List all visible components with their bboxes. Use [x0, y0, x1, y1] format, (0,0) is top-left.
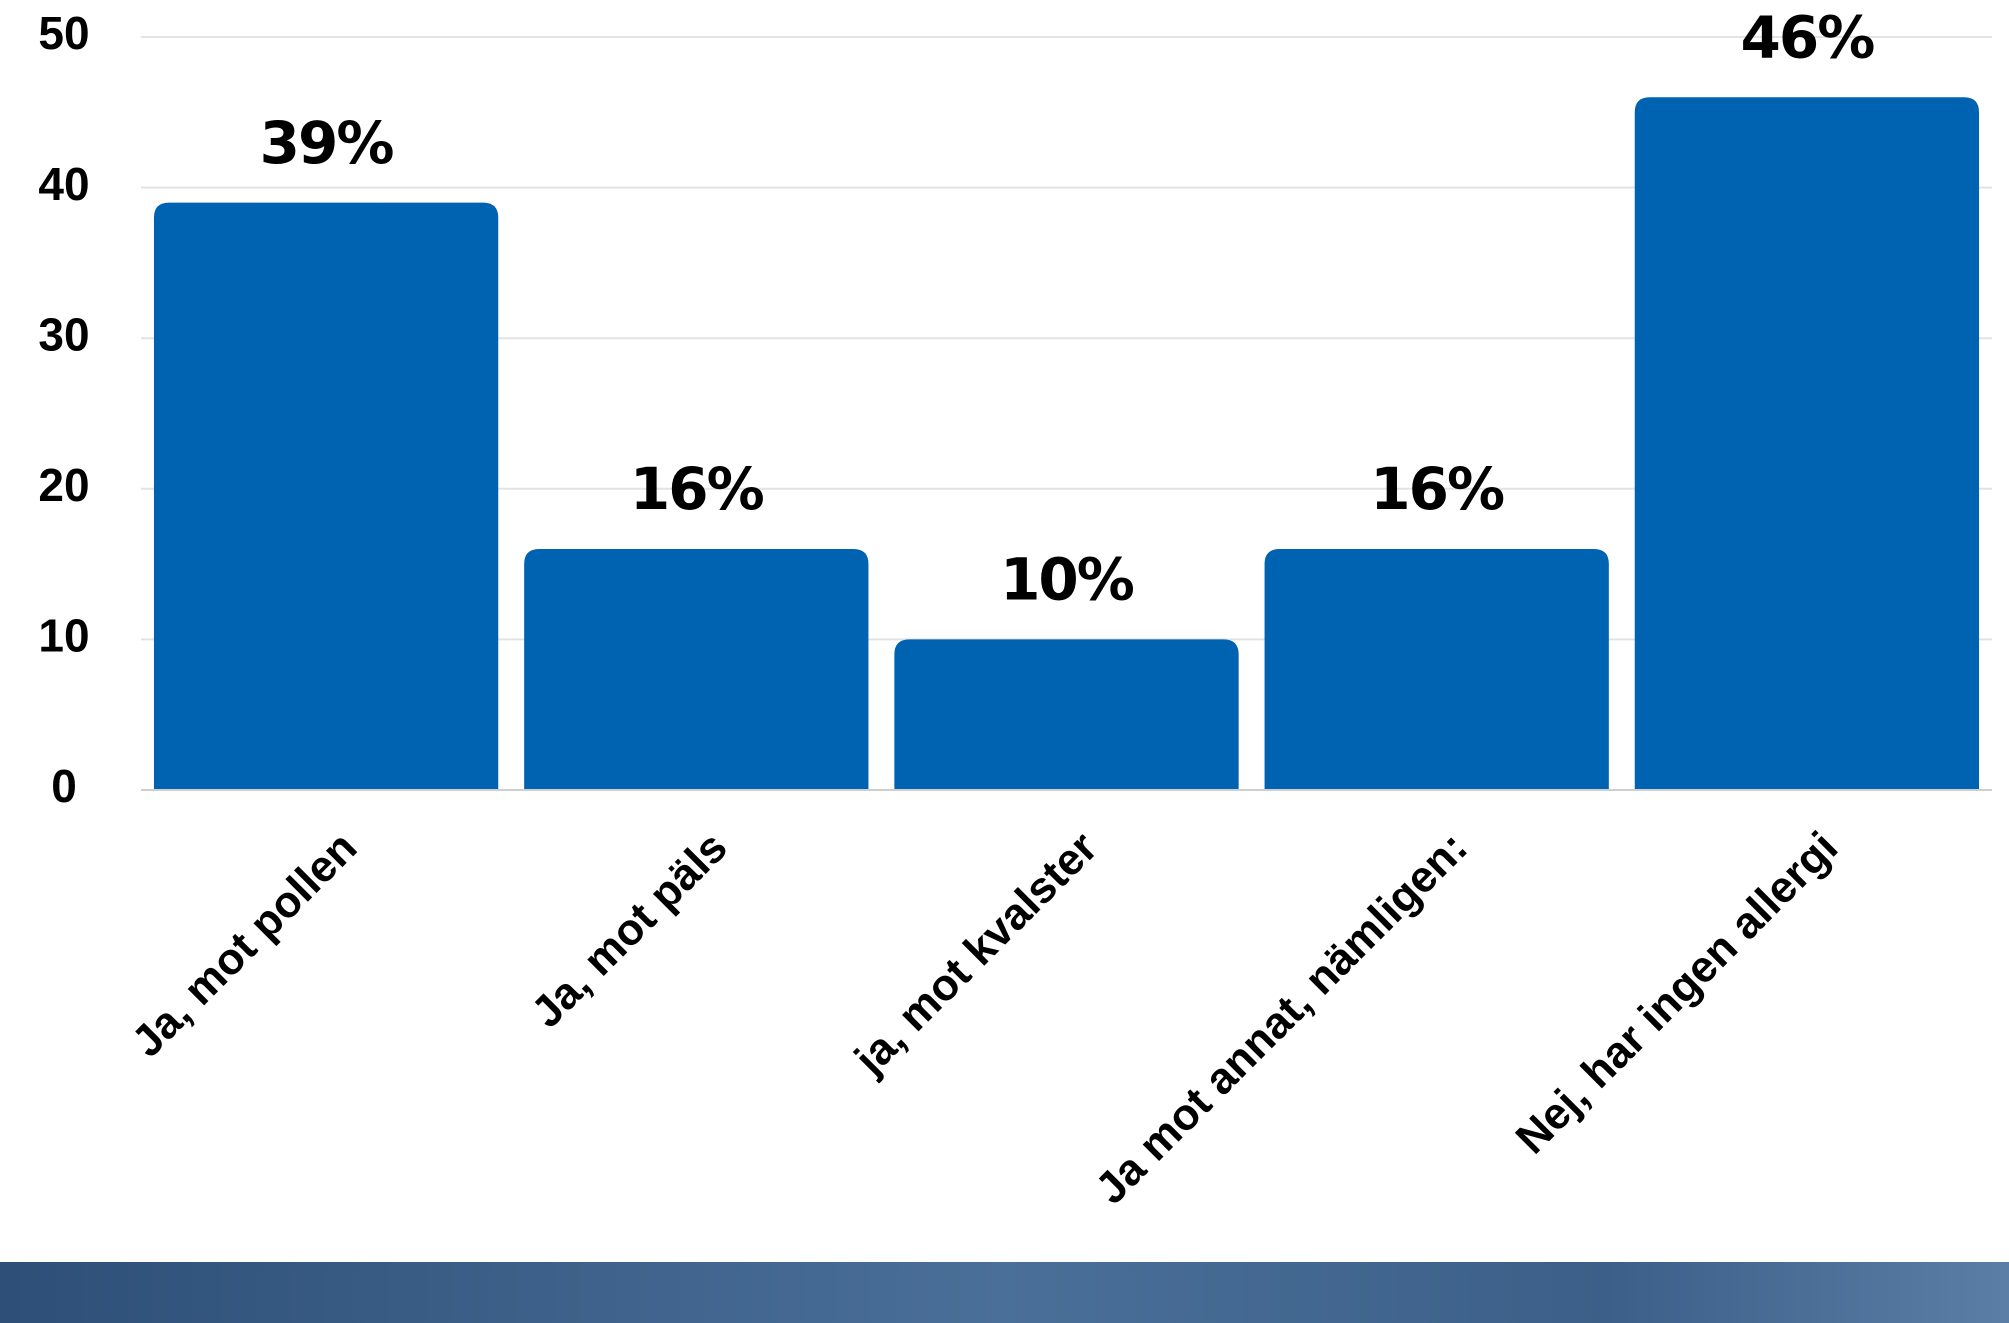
y-tick-label: 30: [38, 308, 89, 360]
x-tick-label: Ja, mot päls: [522, 823, 736, 1037]
bar: [1264, 549, 1609, 790]
y-tick-label: 10: [38, 610, 89, 662]
bar: [1634, 97, 1980, 791]
value-label: 10%: [1000, 546, 1134, 614]
x-tick-label: Nej, har ingen allergi: [1507, 823, 1848, 1164]
value-label: 16%: [1370, 455, 1504, 523]
y-tick-label: 0: [51, 760, 77, 812]
y-tick-label: 20: [38, 459, 89, 511]
x-tick-label: Ja, mot pollen: [123, 823, 367, 1067]
bar: [894, 639, 1239, 790]
bar: [153, 202, 499, 790]
x-tick-label: ja, mot kvalster: [845, 823, 1107, 1085]
value-label: 16%: [630, 455, 764, 523]
bar: [524, 549, 869, 790]
y-tick-label: 50: [38, 7, 89, 59]
y-tick-label: 40: [38, 158, 89, 210]
x-tick-label: Ja mot annat, nämligen:: [1086, 823, 1477, 1214]
value-label: 39%: [260, 109, 394, 177]
background-band: [0, 1262, 2009, 1323]
plot: 0 10 20 30 40 50 39% Ja, mot pollen 16% Ja, mot p…: [38, 3, 1992, 1213]
value-label: 46%: [1740, 3, 1874, 71]
